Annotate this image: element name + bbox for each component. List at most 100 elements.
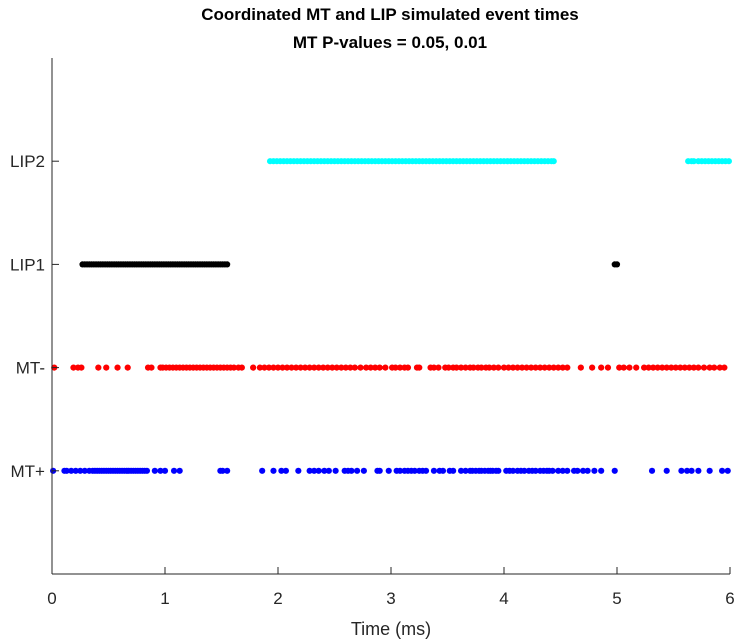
- event-point: [404, 364, 412, 371]
- event-point: [306, 364, 313, 371]
- event-point: [302, 364, 309, 371]
- event-point: [170, 467, 178, 474]
- x-tick-label: 3: [386, 589, 395, 608]
- event-point: [611, 467, 618, 474]
- chart-title: Coordinated MT and LIP simulated event t…: [201, 5, 579, 24]
- event-point: [564, 364, 571, 371]
- event-point: [288, 364, 295, 371]
- event-point: [351, 364, 358, 371]
- x-tick-label: 6: [725, 589, 734, 608]
- event-point: [663, 364, 670, 371]
- event-point: [683, 467, 691, 474]
- event-point: [68, 467, 75, 474]
- event-point: [690, 364, 697, 371]
- event-point: [616, 364, 623, 371]
- event-point: [532, 364, 539, 371]
- event-point: [430, 364, 438, 371]
- event-point: [650, 364, 657, 371]
- event-point: [509, 364, 517, 371]
- event-point: [315, 467, 322, 474]
- event-point: [430, 467, 438, 474]
- event-point: [219, 467, 226, 474]
- event-point: [550, 158, 557, 165]
- event-point: [360, 467, 367, 474]
- event-point: [311, 364, 318, 371]
- event-point: [270, 364, 277, 371]
- event-point: [721, 364, 728, 371]
- event-point: [500, 364, 508, 371]
- event-point: [537, 364, 544, 371]
- event-point: [718, 467, 726, 474]
- event-point: [157, 467, 164, 474]
- event-point: [333, 364, 340, 371]
- event-point: [549, 467, 556, 474]
- event-point: [490, 364, 497, 371]
- event-point: [176, 467, 183, 474]
- event-point: [274, 364, 282, 371]
- event-point: [396, 364, 404, 371]
- event-point: [706, 364, 713, 371]
- event-point: [450, 467, 457, 474]
- event-point: [238, 364, 245, 371]
- event-point: [338, 364, 345, 371]
- event-point: [372, 364, 379, 371]
- event-point: [81, 467, 88, 474]
- event-point: [148, 364, 155, 371]
- event-point: [521, 467, 528, 474]
- event-point: [363, 364, 370, 371]
- event-point: [367, 364, 374, 371]
- event-point: [70, 364, 77, 371]
- event-point: [555, 467, 562, 474]
- event-point: [706, 467, 713, 474]
- event-point: [311, 467, 318, 474]
- event-point: [574, 467, 581, 474]
- event-point: [668, 364, 675, 371]
- series-layer: [50, 158, 732, 474]
- event-point: [546, 364, 553, 371]
- event-point: [559, 467, 566, 474]
- event-point: [342, 364, 349, 371]
- event-point: [392, 364, 399, 371]
- event-point: [700, 364, 708, 371]
- event-point: [523, 364, 530, 371]
- event-point: [63, 467, 70, 474]
- event-point: [654, 364, 661, 371]
- event-point: [555, 364, 562, 371]
- event-point: [604, 364, 612, 371]
- event-point: [678, 467, 685, 474]
- event-point: [376, 467, 383, 474]
- x-axis-ticks: 0 1 2 3 4 5 6: [47, 567, 735, 608]
- event-point: [577, 364, 584, 371]
- event-point: [224, 467, 231, 474]
- event-point: [541, 364, 548, 371]
- event-point: [462, 364, 469, 371]
- event-point: [559, 364, 566, 371]
- event-point: [261, 364, 268, 371]
- event-point: [509, 467, 517, 474]
- event-point: [725, 158, 732, 165]
- event-point: [690, 158, 697, 165]
- y-axis-ticks: MT+ MT- LIP1 LIP2: [10, 152, 59, 481]
- x-tick-label: 0: [47, 589, 56, 608]
- x-axis-label: Time (ms): [351, 619, 431, 639]
- event-point: [385, 467, 392, 474]
- event-point: [416, 364, 423, 371]
- event-point: [659, 364, 666, 371]
- y-tick-label-lip1: LIP1: [10, 255, 45, 274]
- event-point: [259, 467, 266, 474]
- event-point: [292, 364, 300, 371]
- event-point: [143, 467, 151, 474]
- event-point: [161, 467, 169, 474]
- event-point: [626, 364, 633, 371]
- event-point: [315, 364, 322, 371]
- event-point: [329, 364, 336, 371]
- event-point: [589, 364, 596, 371]
- event-point: [278, 467, 285, 474]
- event-point: [295, 467, 302, 474]
- event-point: [711, 364, 718, 371]
- series-1: [51, 364, 728, 371]
- event-point: [230, 364, 238, 371]
- event-point: [320, 364, 327, 371]
- event-point: [478, 364, 485, 371]
